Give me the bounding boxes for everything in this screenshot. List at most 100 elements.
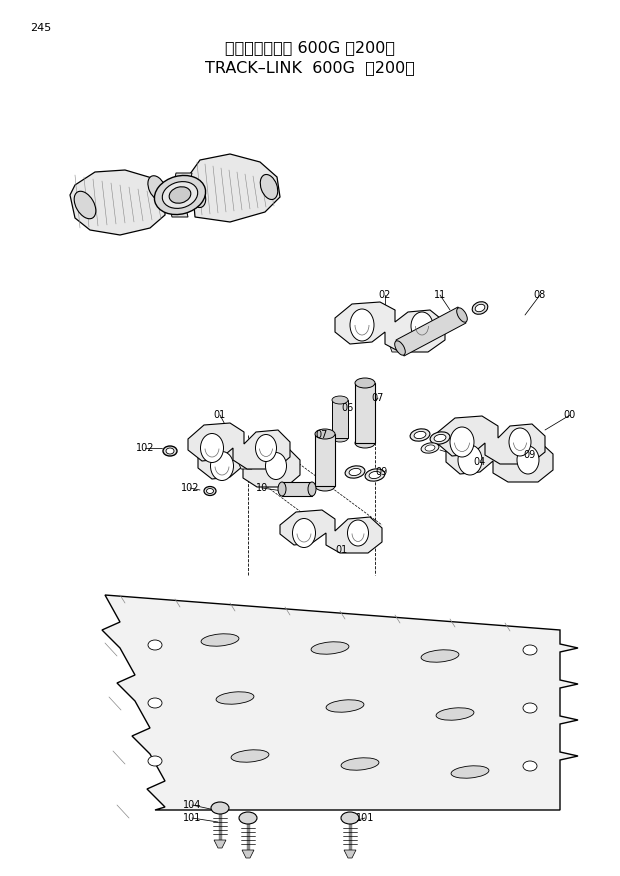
Text: 06: 06: [342, 403, 354, 413]
Polygon shape: [332, 400, 348, 438]
Ellipse shape: [265, 453, 286, 479]
Ellipse shape: [355, 378, 375, 388]
Ellipse shape: [206, 489, 213, 493]
Text: 245: 245: [30, 23, 51, 33]
Ellipse shape: [411, 312, 433, 340]
Ellipse shape: [369, 471, 381, 478]
Polygon shape: [233, 448, 252, 469]
Ellipse shape: [457, 307, 467, 322]
Ellipse shape: [347, 520, 368, 546]
Text: 101: 101: [356, 813, 374, 823]
Ellipse shape: [332, 396, 348, 404]
Polygon shape: [378, 310, 395, 322]
Ellipse shape: [475, 304, 485, 312]
Ellipse shape: [395, 341, 405, 355]
Ellipse shape: [458, 445, 482, 475]
Text: 09: 09: [376, 467, 388, 477]
Text: 04: 04: [474, 457, 486, 467]
Text: 11: 11: [434, 290, 446, 300]
Polygon shape: [438, 416, 545, 464]
Ellipse shape: [421, 443, 439, 453]
Ellipse shape: [201, 634, 239, 646]
Polygon shape: [315, 434, 335, 486]
Text: 09: 09: [524, 450, 536, 460]
Text: 01: 01: [336, 545, 348, 555]
Ellipse shape: [148, 176, 166, 201]
Ellipse shape: [74, 191, 96, 219]
Ellipse shape: [278, 482, 286, 496]
Ellipse shape: [166, 448, 174, 454]
Ellipse shape: [211, 802, 229, 814]
Ellipse shape: [239, 812, 257, 824]
Text: トラックリンク 600G 〈200〉: トラックリンク 600G 〈200〉: [225, 40, 395, 55]
Text: TRACK–LINK  600G  〈200〉: TRACK–LINK 600G 〈200〉: [205, 60, 415, 75]
Polygon shape: [190, 154, 280, 222]
Polygon shape: [280, 510, 382, 553]
Ellipse shape: [231, 750, 269, 762]
Text: 07: 07: [316, 430, 328, 440]
Ellipse shape: [350, 309, 374, 341]
Ellipse shape: [523, 761, 537, 771]
Ellipse shape: [365, 469, 385, 481]
Ellipse shape: [355, 438, 375, 448]
Polygon shape: [282, 482, 312, 496]
Polygon shape: [446, 434, 553, 482]
Ellipse shape: [315, 429, 335, 439]
Ellipse shape: [410, 429, 430, 442]
Polygon shape: [344, 850, 356, 858]
Ellipse shape: [162, 181, 198, 208]
Polygon shape: [168, 200, 188, 217]
Ellipse shape: [293, 519, 316, 548]
Ellipse shape: [315, 481, 335, 491]
Ellipse shape: [204, 486, 216, 496]
Text: 07: 07: [372, 393, 384, 403]
Ellipse shape: [211, 451, 234, 481]
Ellipse shape: [472, 301, 488, 314]
Ellipse shape: [332, 434, 348, 442]
Ellipse shape: [517, 446, 539, 474]
Ellipse shape: [414, 431, 426, 439]
Ellipse shape: [345, 466, 365, 478]
Ellipse shape: [260, 174, 278, 200]
Ellipse shape: [341, 758, 379, 770]
Text: 00: 00: [564, 410, 576, 420]
Ellipse shape: [436, 708, 474, 720]
Ellipse shape: [154, 175, 206, 215]
Polygon shape: [242, 850, 254, 858]
Ellipse shape: [349, 469, 361, 476]
Ellipse shape: [430, 432, 450, 444]
Text: 104: 104: [183, 800, 201, 810]
Ellipse shape: [311, 642, 349, 654]
Ellipse shape: [450, 427, 474, 457]
Ellipse shape: [425, 445, 435, 451]
Ellipse shape: [255, 434, 277, 462]
Ellipse shape: [451, 766, 489, 778]
Ellipse shape: [341, 812, 359, 824]
Polygon shape: [385, 332, 402, 352]
Text: 102: 102: [181, 483, 199, 493]
Text: 101: 101: [183, 813, 201, 823]
Polygon shape: [102, 595, 578, 810]
Polygon shape: [355, 383, 375, 443]
Ellipse shape: [148, 640, 162, 650]
Polygon shape: [214, 840, 226, 848]
Ellipse shape: [523, 645, 537, 655]
Polygon shape: [396, 307, 466, 356]
Ellipse shape: [421, 650, 459, 662]
Ellipse shape: [163, 446, 177, 456]
Polygon shape: [335, 302, 445, 352]
Ellipse shape: [188, 182, 206, 208]
Ellipse shape: [509, 428, 531, 456]
Polygon shape: [188, 423, 290, 469]
Ellipse shape: [326, 700, 364, 712]
Polygon shape: [172, 173, 192, 191]
Polygon shape: [70, 170, 165, 235]
Text: 02: 02: [379, 290, 391, 300]
Ellipse shape: [308, 482, 316, 496]
Ellipse shape: [148, 756, 162, 766]
Ellipse shape: [523, 703, 537, 713]
Ellipse shape: [216, 692, 254, 704]
Text: 08: 08: [534, 290, 546, 300]
Text: 102: 102: [136, 443, 154, 453]
Ellipse shape: [200, 434, 223, 463]
